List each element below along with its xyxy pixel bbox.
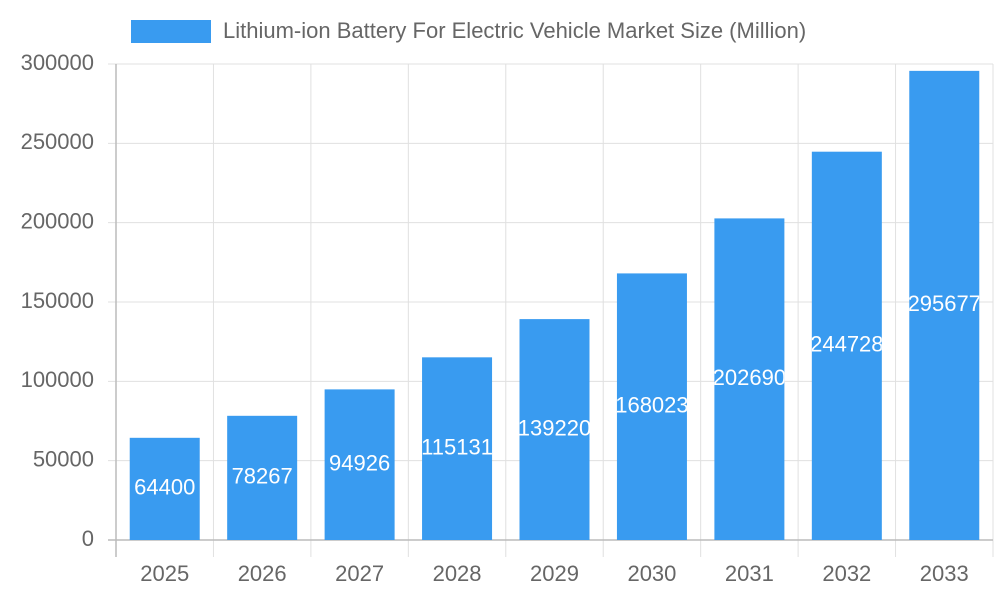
x-tick-label: 2026 <box>238 561 287 586</box>
bar <box>811 151 882 540</box>
x-tick-label: 2027 <box>335 561 384 586</box>
bar <box>616 273 687 540</box>
data-label: 168023 <box>615 393 688 418</box>
y-tick-label: 300000 <box>21 50 94 75</box>
bar <box>519 319 590 540</box>
data-label: 115131 <box>421 434 493 459</box>
bar <box>422 357 493 540</box>
bar <box>909 70 980 540</box>
legend-swatch <box>131 20 211 43</box>
data-label: 202690 <box>713 365 786 390</box>
data-label: 295677 <box>908 291 981 316</box>
y-tick-label: 0 <box>82 526 94 551</box>
legend-label: Lithium-ion Battery For Electric Vehicle… <box>223 18 806 43</box>
y-tick-label: 200000 <box>21 208 94 233</box>
x-tick-label: 2028 <box>433 561 482 586</box>
data-label: 139220 <box>518 415 591 440</box>
bar <box>324 389 395 540</box>
x-tick-label: 2025 <box>140 561 189 586</box>
y-tick-label: 100000 <box>21 367 94 392</box>
x-tick-label: 2033 <box>920 561 969 586</box>
x-tick-label: 2029 <box>530 561 579 586</box>
y-tick-label: 150000 <box>21 288 94 313</box>
data-label: 94926 <box>329 451 390 476</box>
data-label: 64400 <box>134 475 195 500</box>
data-label: 244728 <box>810 332 883 357</box>
x-tick-label: 2031 <box>725 561 774 586</box>
bar <box>714 218 785 540</box>
bar <box>227 415 298 540</box>
y-tick-label: 50000 <box>33 446 94 471</box>
x-tick-label: 2030 <box>627 561 676 586</box>
x-tick-label: 2032 <box>822 561 871 586</box>
bar <box>129 437 200 540</box>
data-label: 78267 <box>232 464 293 489</box>
y-tick-label: 250000 <box>21 129 94 154</box>
